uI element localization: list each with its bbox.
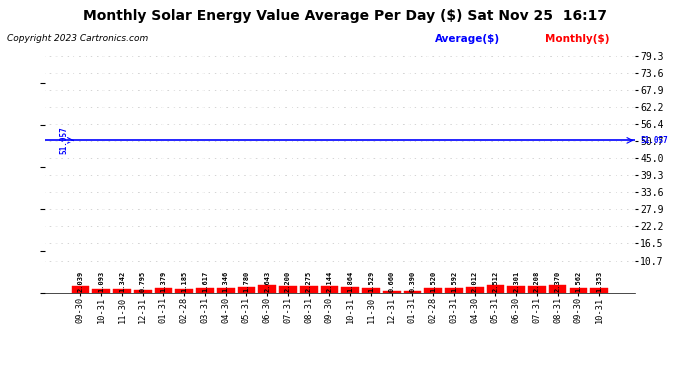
Text: 1.346: 1.346: [223, 271, 228, 292]
Text: 1.093: 1.093: [98, 271, 104, 292]
Bar: [300, 286, 317, 292]
Bar: [404, 291, 422, 292]
Text: 0.390: 0.390: [409, 271, 415, 292]
Bar: [113, 288, 131, 292]
Text: 51.057: 51.057: [640, 136, 669, 145]
Text: 1.529: 1.529: [368, 271, 374, 292]
Text: 1.617: 1.617: [202, 271, 208, 292]
Text: 1.353: 1.353: [596, 271, 602, 292]
Text: 2.301: 2.301: [513, 270, 519, 292]
Text: 1.864: 1.864: [347, 271, 353, 292]
Text: 1.562: 1.562: [575, 271, 582, 292]
Text: 2.208: 2.208: [534, 270, 540, 292]
Text: 1.342: 1.342: [119, 271, 125, 292]
Bar: [507, 286, 525, 292]
Text: 1.185: 1.185: [181, 271, 187, 292]
Bar: [445, 288, 463, 292]
Bar: [279, 286, 297, 292]
Text: 0.660: 0.660: [388, 271, 395, 292]
Text: 2.039: 2.039: [77, 270, 83, 292]
Bar: [175, 289, 193, 292]
Bar: [383, 291, 400, 292]
Text: 1.592: 1.592: [451, 271, 457, 292]
Text: Monthly($): Monthly($): [545, 34, 609, 44]
Bar: [155, 288, 172, 292]
Text: 0.795: 0.795: [140, 271, 146, 292]
Bar: [237, 287, 255, 292]
Bar: [217, 288, 235, 292]
Text: Copyright 2023 Cartronics.com: Copyright 2023 Cartronics.com: [7, 34, 148, 43]
Bar: [342, 287, 359, 292]
Bar: [549, 285, 566, 292]
Text: 2.200: 2.200: [285, 270, 291, 292]
Bar: [134, 290, 152, 292]
Bar: [528, 286, 546, 292]
Bar: [591, 288, 608, 292]
Bar: [466, 286, 484, 292]
Text: 2.370: 2.370: [555, 270, 561, 292]
Bar: [258, 285, 276, 292]
Bar: [321, 286, 338, 292]
Text: Average($): Average($): [435, 34, 500, 44]
Text: 1.780: 1.780: [244, 271, 250, 292]
Text: 2.144: 2.144: [326, 270, 333, 292]
Text: 2.275: 2.275: [306, 270, 312, 292]
Text: 2.512: 2.512: [493, 270, 498, 292]
Bar: [72, 286, 89, 292]
Text: 51.057: 51.057: [59, 126, 68, 154]
Text: Monthly Solar Energy Value Average Per Day ($) Sat Nov 25  16:17: Monthly Solar Energy Value Average Per D…: [83, 9, 607, 23]
Bar: [92, 289, 110, 292]
Text: 2.012: 2.012: [472, 270, 477, 292]
Bar: [424, 288, 442, 292]
Bar: [486, 285, 504, 292]
Text: 2.643: 2.643: [264, 270, 270, 291]
Text: 1.520: 1.520: [430, 271, 436, 292]
Bar: [196, 288, 214, 292]
Bar: [362, 288, 380, 292]
Bar: [570, 288, 587, 292]
Text: 1.379: 1.379: [161, 271, 166, 292]
